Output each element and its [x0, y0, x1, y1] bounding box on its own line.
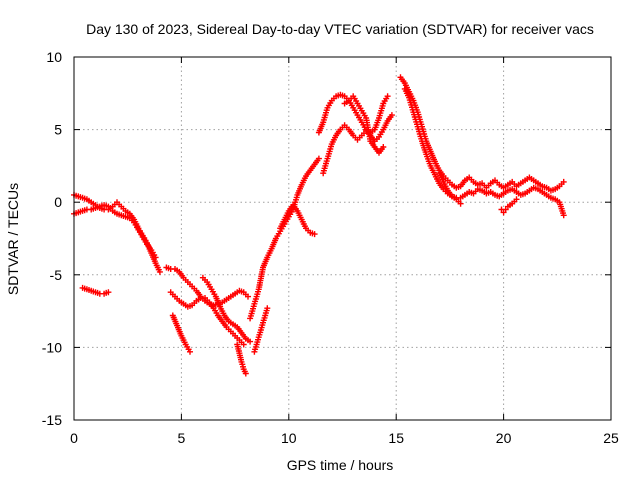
plot-frame	[73, 56, 612, 421]
series-arc10	[251, 305, 271, 355]
data-point	[187, 348, 193, 355]
y-tick-label: -5	[50, 267, 63, 283]
data-point	[311, 231, 318, 238]
series-arc1	[71, 191, 163, 275]
series-arc3	[79, 284, 112, 297]
y-tick-label: 5	[54, 122, 62, 138]
y-tick-label: 10	[46, 49, 62, 65]
series-arc8	[234, 341, 249, 377]
series-arc16	[401, 85, 567, 219]
data-point	[242, 370, 249, 377]
series-arc2	[71, 202, 159, 261]
data-point	[513, 196, 520, 203]
series-arc6	[169, 312, 193, 355]
data-points	[71, 74, 567, 377]
series-arc5	[167, 289, 247, 348]
data-point	[240, 341, 247, 348]
data-point	[105, 289, 112, 296]
data-point	[457, 200, 464, 207]
series-arc7	[199, 274, 254, 345]
x-axis-tick-labels: 0 5 10 15 20 25	[70, 430, 619, 446]
series-arc14	[341, 93, 387, 156]
x-tick-label: 20	[496, 430, 512, 446]
data-point	[384, 93, 391, 100]
x-axis-label: GPS time / hours	[287, 457, 394, 473]
series-arc15	[397, 74, 567, 194]
y-tick-label: -10	[42, 339, 62, 355]
data-point	[156, 268, 163, 275]
x-tick-label: 15	[388, 430, 404, 446]
series-arc18	[498, 196, 520, 216]
x-tick-label: 0	[70, 430, 78, 446]
data-point	[560, 178, 567, 185]
data-point	[388, 112, 395, 119]
series-arc9	[247, 155, 322, 322]
y-tick-label: 0	[54, 194, 62, 210]
data-point	[315, 155, 322, 162]
axis-ticks	[73, 56, 612, 421]
x-tick-label: 25	[603, 430, 619, 446]
data-point	[264, 305, 271, 312]
y-axis-label: SDTVAR / TECUs	[5, 183, 21, 295]
data-point	[247, 338, 254, 345]
grid-lines	[74, 57, 611, 420]
chart-title: Day 130 of 2023, Sidereal Day-to-day VTE…	[86, 21, 594, 37]
x-tick-label: 5	[178, 430, 186, 446]
data-point	[152, 254, 159, 261]
series-arc13	[320, 112, 395, 177]
y-tick-label: -15	[42, 412, 62, 428]
data-point	[560, 212, 567, 219]
x-tick-label: 10	[281, 430, 297, 446]
data-point	[380, 144, 387, 150]
series-arc17	[436, 170, 464, 207]
data-point	[245, 293, 251, 300]
y-axis-tick-labels: -15 -10 -5 0 5 10	[42, 49, 62, 428]
series-arc11	[277, 202, 318, 238]
